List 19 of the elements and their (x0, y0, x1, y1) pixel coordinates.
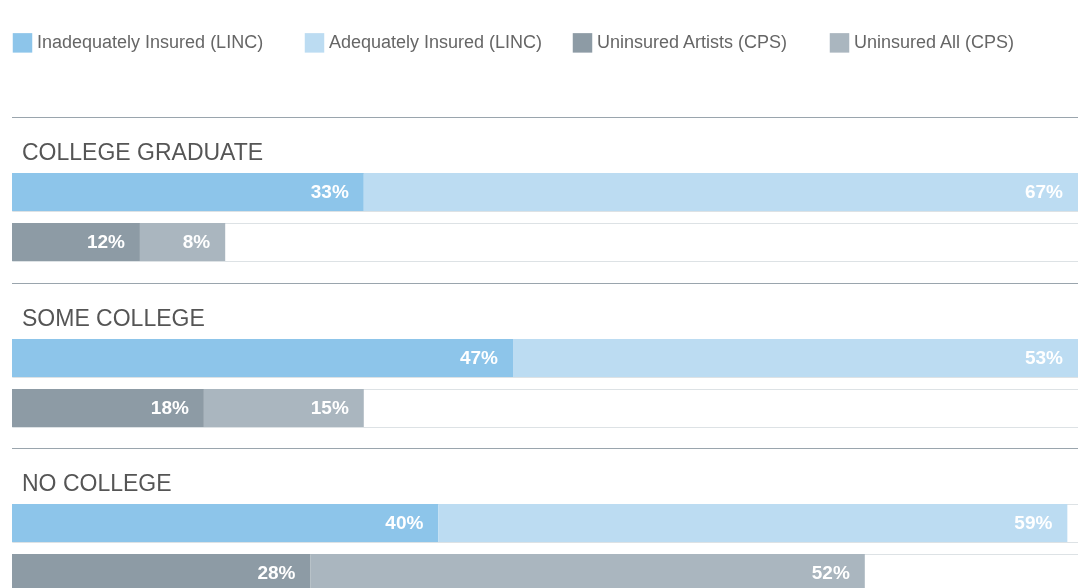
data-label: 8% (182, 231, 211, 252)
data-label: 33% (310, 181, 349, 202)
data-label: 12% (86, 231, 126, 252)
legend-label: Adequately Insured (LINC) (329, 31, 543, 52)
chart-title: NO COLLEGE (22, 470, 172, 496)
data-label: 40% (385, 512, 424, 533)
legend-label: Uninsured Artists (CPS) (597, 31, 788, 52)
data-label: 59% (1014, 512, 1053, 533)
data-label: 52% (811, 562, 850, 583)
data-label: 67% (1024, 181, 1064, 202)
legend-label: Uninsured All (CPS) (854, 31, 1015, 52)
data-label: 53% (1024, 347, 1064, 368)
data-label: 18% (150, 397, 189, 418)
data-label: 28% (257, 562, 296, 583)
data-label: 15% (310, 397, 349, 418)
chart-title: COLLEGE GRADUATE (22, 139, 264, 165)
legend-label: Inadequately Insured (LINC) (37, 31, 264, 52)
data-label: 47% (459, 347, 499, 368)
chart-title: SOME COLLEGE (22, 305, 205, 331)
